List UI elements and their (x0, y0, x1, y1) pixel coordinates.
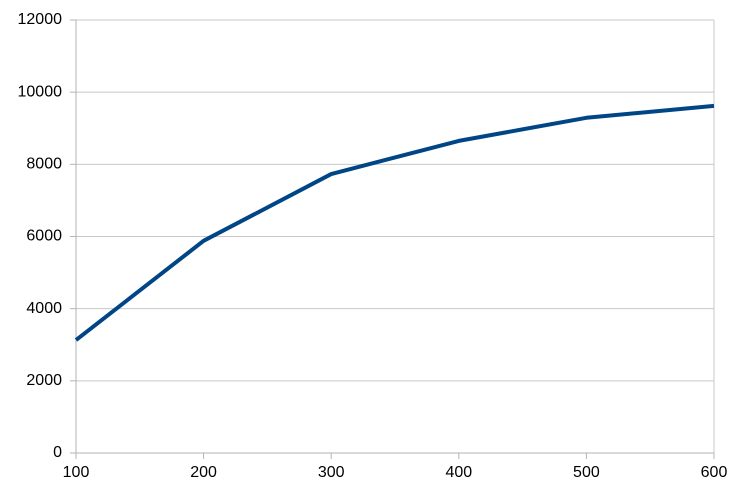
y-tick-label: 8000 (26, 156, 62, 173)
x-tick-label: 600 (701, 464, 728, 481)
x-tick-label: 400 (445, 464, 472, 481)
y-tick-label: 6000 (26, 228, 62, 245)
line-series (74, 103, 715, 342)
y-tick-label: 4000 (26, 300, 62, 317)
x-tick-label: 100 (63, 464, 90, 481)
x-tick-label: 500 (573, 464, 600, 481)
x-tick-label: 300 (318, 464, 345, 481)
x-tick-label: 200 (190, 464, 217, 481)
y-tick-label: 0 (53, 444, 62, 461)
y-tick-label: 12000 (18, 11, 63, 28)
y-tick-label: 10000 (18, 83, 63, 100)
y-tick-label: 2000 (26, 372, 62, 389)
